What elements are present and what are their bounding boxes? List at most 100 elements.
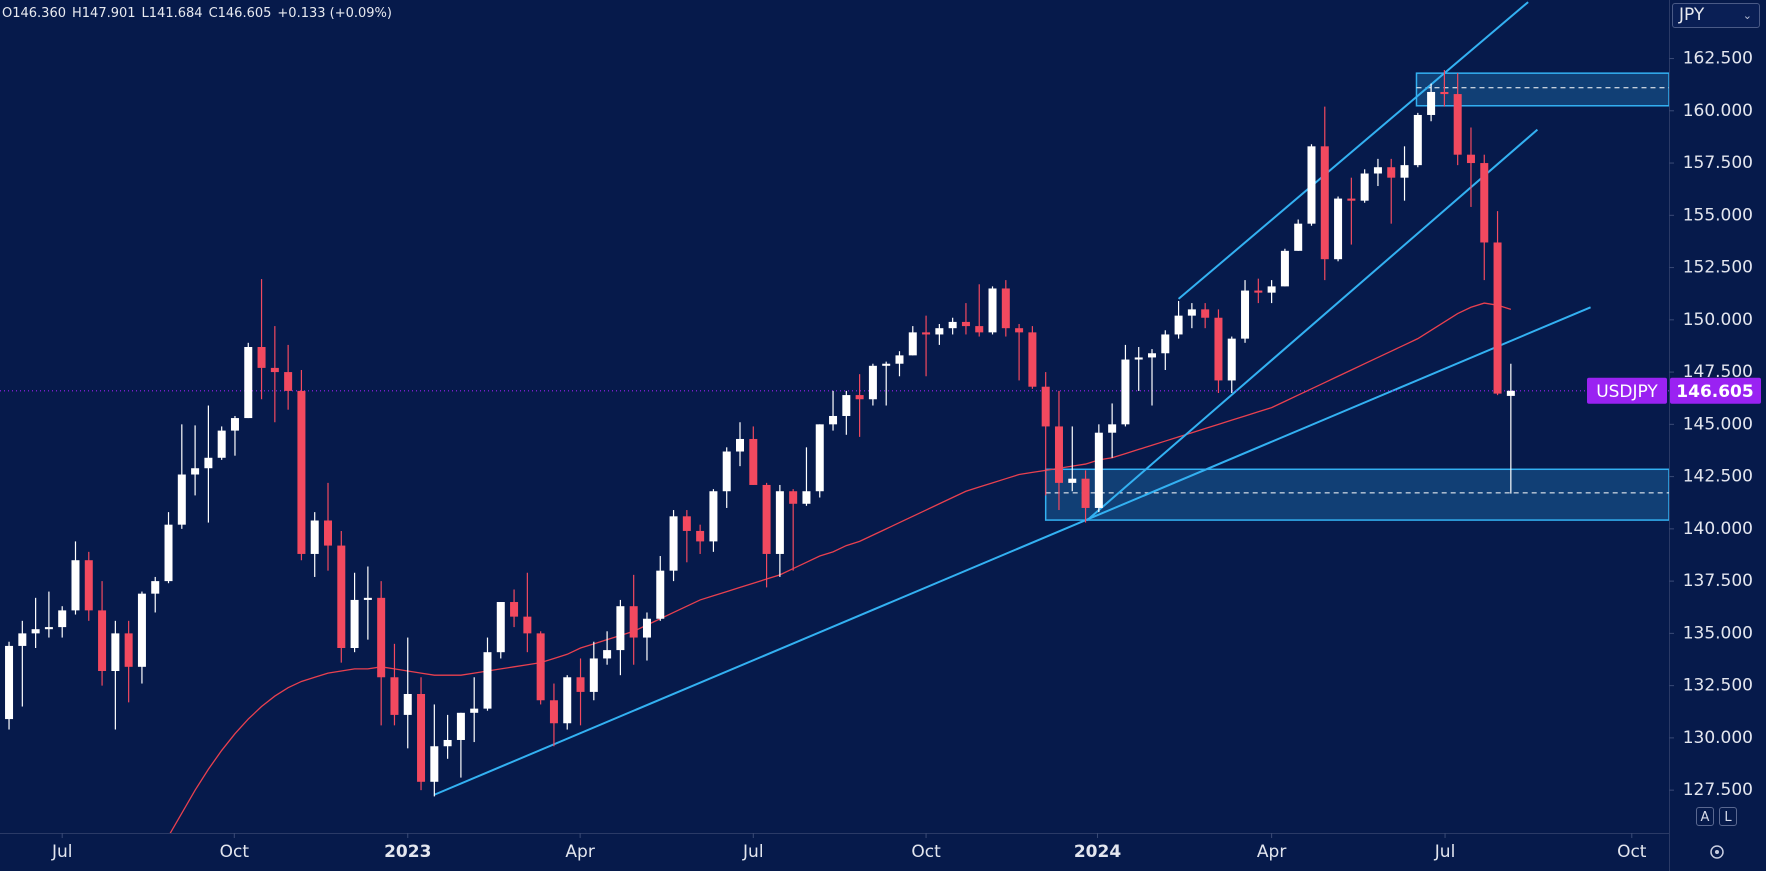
y-tick-label: 162.500 bbox=[1683, 49, 1753, 69]
candle-body bbox=[1267, 286, 1276, 293]
settings-icon[interactable] bbox=[1710, 845, 1724, 859]
candle-body bbox=[789, 491, 798, 504]
candle-body bbox=[270, 367, 279, 373]
y-tick-label: 160.000 bbox=[1683, 101, 1753, 121]
candle-body bbox=[1320, 146, 1329, 260]
candle-body bbox=[1041, 386, 1050, 427]
candle-body bbox=[709, 491, 718, 542]
y-tick-label: 152.500 bbox=[1683, 258, 1753, 278]
candle-body bbox=[589, 658, 598, 692]
x-tick-label: Apr bbox=[565, 842, 594, 862]
candle-body bbox=[642, 618, 651, 638]
candle-body bbox=[58, 610, 67, 628]
y-tick-label: 150.000 bbox=[1683, 310, 1753, 330]
candle-body bbox=[536, 633, 545, 701]
candle-body bbox=[84, 560, 93, 611]
y-tick-label: 135.000 bbox=[1683, 623, 1753, 643]
x-tick-label: Oct bbox=[911, 842, 941, 862]
y-tick-label: 140.000 bbox=[1683, 519, 1753, 539]
candle-body bbox=[1480, 163, 1489, 243]
candle-body bbox=[18, 633, 27, 646]
ohlc-value: H147.901 bbox=[72, 6, 136, 21]
zone bbox=[1415, 72, 1669, 107]
candle-body bbox=[922, 332, 931, 335]
candle-body bbox=[829, 415, 838, 425]
plot-area bbox=[0, 1, 1669, 833]
candle-body bbox=[284, 372, 293, 391]
candle-body bbox=[1453, 94, 1462, 155]
candle-body bbox=[1427, 91, 1436, 115]
symbol-label-bg bbox=[1587, 377, 1667, 404]
y-tick-label: 142.500 bbox=[1683, 467, 1753, 487]
candle-body bbox=[324, 520, 333, 546]
candle-body bbox=[44, 627, 53, 630]
candle-body bbox=[1001, 288, 1010, 329]
ohlc-value: L141.684 bbox=[141, 6, 203, 21]
candle-body bbox=[988, 288, 997, 333]
candle-body bbox=[1280, 250, 1289, 287]
candle-body bbox=[1241, 290, 1250, 339]
log-scale-button[interactable]: L bbox=[1719, 807, 1737, 826]
candle-body bbox=[470, 708, 479, 713]
candle-body bbox=[576, 677, 585, 692]
x-tick-label: Jul bbox=[51, 842, 73, 862]
candle-body bbox=[1081, 478, 1090, 508]
candle-body bbox=[1506, 390, 1515, 396]
candle-body bbox=[1373, 167, 1382, 174]
candle-body bbox=[5, 645, 14, 720]
x-tick-label: Jul bbox=[1434, 842, 1456, 862]
candle-body bbox=[549, 700, 558, 724]
candle-body bbox=[1134, 357, 1143, 360]
trendline bbox=[433, 306, 1591, 796]
candle-body bbox=[1347, 198, 1356, 201]
candle-body bbox=[403, 693, 412, 715]
zone bbox=[1044, 468, 1669, 521]
candle-body bbox=[124, 633, 133, 667]
x-tick-label: 2024 bbox=[1074, 842, 1121, 862]
candle-body bbox=[908, 332, 917, 356]
candle-body bbox=[443, 739, 452, 747]
candle-body bbox=[975, 326, 984, 333]
candle-body bbox=[749, 438, 758, 485]
candle-body bbox=[1201, 309, 1210, 318]
candle-body bbox=[1493, 242, 1502, 394]
candle-body bbox=[98, 610, 107, 671]
candle-body bbox=[563, 677, 572, 724]
candle-body bbox=[510, 602, 519, 617]
candle-body bbox=[31, 629, 40, 634]
symbol-label: USDJPY bbox=[1596, 382, 1658, 402]
candle-body bbox=[1094, 432, 1103, 508]
candle-body bbox=[483, 652, 492, 709]
last-price-label-bg bbox=[1670, 377, 1761, 404]
last-price-label: 146.605 bbox=[1676, 382, 1753, 402]
y-tick-label: 157.500 bbox=[1683, 153, 1753, 173]
candle-body bbox=[310, 520, 319, 554]
candle-body bbox=[868, 365, 877, 400]
candle-body bbox=[1187, 309, 1196, 316]
candle-body bbox=[935, 328, 944, 335]
y-tick-label: 132.500 bbox=[1683, 676, 1753, 696]
candle-body bbox=[616, 606, 625, 651]
candle-body bbox=[775, 491, 784, 554]
auto-scale-button[interactable]: A bbox=[1696, 807, 1714, 826]
candle-body bbox=[1161, 334, 1170, 354]
candle-body bbox=[1015, 328, 1024, 333]
x-tick-label: Oct bbox=[1617, 842, 1647, 862]
candle-body bbox=[1413, 114, 1422, 166]
candle-body bbox=[71, 560, 80, 611]
candle-body bbox=[1400, 165, 1409, 178]
x-tick-label: Jul bbox=[742, 842, 764, 862]
candle-body bbox=[111, 633, 120, 671]
candle-body bbox=[1334, 198, 1343, 260]
y-tick-label: 145.000 bbox=[1683, 414, 1753, 434]
ohlc-value: O146.360 bbox=[2, 6, 66, 21]
candle-body bbox=[1360, 173, 1369, 201]
candle-body bbox=[177, 474, 186, 525]
currency-selector[interactable]: JPY ⌄ bbox=[1672, 3, 1760, 28]
candle-body bbox=[762, 484, 771, 554]
candle-body bbox=[430, 746, 439, 782]
candle-body bbox=[377, 597, 386, 678]
moving-average bbox=[169, 302, 1512, 833]
